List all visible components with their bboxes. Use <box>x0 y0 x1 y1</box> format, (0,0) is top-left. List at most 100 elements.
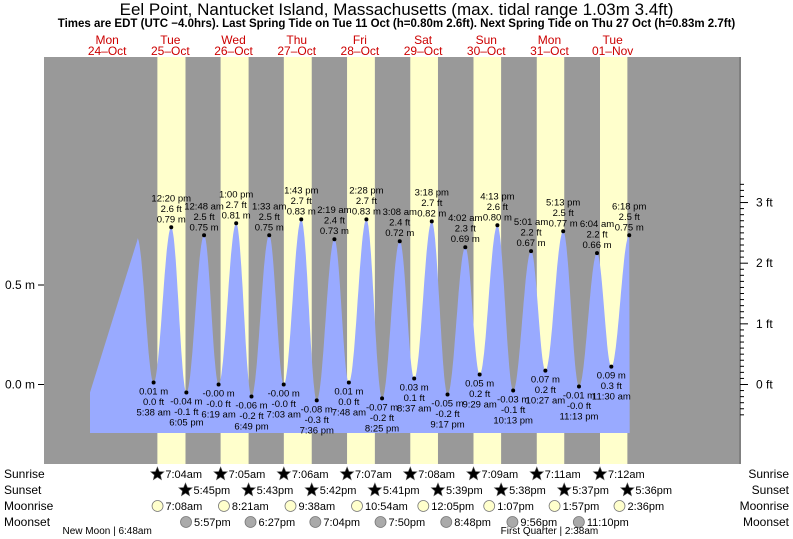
moonrise-icon <box>548 500 561 512</box>
tide-label: 0.75 m <box>255 222 284 233</box>
sunset-time: 5:36pm <box>635 485 672 497</box>
sunrise-icon <box>339 466 355 481</box>
day-name: Tue <box>603 33 624 47</box>
tide-label: 1:43 pm <box>284 185 318 196</box>
tide-label: 0.77 m <box>549 218 578 229</box>
chart-subtitle: Times are EDT (UTC −4.0hrs). Last Spring… <box>57 18 736 30</box>
tide-label: 5:38 am <box>136 408 170 419</box>
tide-label: -0.06 m <box>235 400 267 411</box>
moonrise-time: 1:57pm <box>563 501 600 513</box>
day-date: 31–Oct <box>530 44 569 58</box>
day-date: 01–Nov <box>592 44 633 58</box>
tide-label: -0.1 ft <box>174 407 199 418</box>
tide-point <box>332 237 337 242</box>
tide-label: 3:18 pm <box>415 187 449 198</box>
moonrise-icon <box>483 500 496 512</box>
tide-label: 2.5 ft <box>193 212 214 223</box>
chart-title: Eel Point, Nantucket Island, Massachuset… <box>119 0 674 19</box>
tide-label: -0.00 m <box>268 389 300 400</box>
day-name: Thu <box>286 33 307 47</box>
day-name: Mon <box>538 33 561 47</box>
tide-point <box>627 233 632 238</box>
tide-label: -0.2 ft <box>370 413 395 424</box>
sunrise-time: 7:05am <box>229 469 266 481</box>
tide-label: 2.6 ft <box>487 202 508 213</box>
tide-label: 2.4 ft <box>324 216 345 227</box>
tide-label: 2.5 ft <box>619 212 640 223</box>
tide-label: 0.1 ft <box>404 393 425 404</box>
tide-label: 6:49 pm <box>234 421 268 432</box>
sunrise-icon <box>213 466 229 481</box>
tide-label: 2.7 ft <box>356 196 377 207</box>
tide-point <box>529 249 534 254</box>
tide-label: 0.81 m <box>222 210 251 221</box>
row-label-right: Sunrise <box>748 467 789 481</box>
moonset-time: 7:50pm <box>389 517 426 529</box>
tide-label: 1:33 am <box>252 201 286 212</box>
sunrise-icon <box>529 466 545 481</box>
tide-label: 2:28 pm <box>349 185 383 196</box>
tide-point <box>477 372 482 377</box>
moonset-time: 5:57pm <box>194 517 231 529</box>
tide-label: -0.04 m <box>170 396 202 407</box>
tide-point <box>511 388 516 393</box>
day-date: 27–Oct <box>277 44 316 58</box>
tide-point <box>184 390 189 395</box>
tide-label: 0.67 m <box>517 238 546 249</box>
sunset-icon <box>367 482 383 497</box>
tide-point <box>202 233 207 238</box>
tide-label: 2.3 ft <box>455 224 476 235</box>
tide-label: 0.66 m <box>582 240 611 251</box>
tide-point <box>595 251 600 256</box>
sunset-time: 5:42pm <box>320 485 357 497</box>
tide-label: 0.3 ft <box>601 381 622 392</box>
tide-label: 6:05 pm <box>169 417 203 428</box>
sunset-icon <box>430 482 446 497</box>
moonrise-icon <box>151 500 164 512</box>
tide-label: -0.08 m <box>301 404 333 415</box>
moonrise-time: 1:07pm <box>497 501 534 513</box>
moonset-icon <box>180 516 192 528</box>
day-date: 30–Oct <box>467 44 506 58</box>
tide-label: 2.2 ft <box>586 230 607 241</box>
tide-label: -0.01 m <box>563 390 595 401</box>
moonrise-icon <box>613 500 626 512</box>
tide-label: 7:48 am <box>332 408 366 419</box>
tide-area <box>90 219 630 433</box>
tide-point <box>543 368 548 373</box>
tide-label: 0.75 m <box>615 222 644 233</box>
sunset-time: 5:43pm <box>257 485 294 497</box>
tide-label: 0.09 m <box>597 371 626 382</box>
moonrise-icon <box>284 500 297 512</box>
tide-label: 2.6 ft <box>161 204 182 215</box>
tide-label: 6:18 pm <box>612 201 646 212</box>
moonset-time: 6:27pm <box>259 517 296 529</box>
tide-label: 0.73 m <box>320 226 349 237</box>
tide-point <box>169 225 174 230</box>
tide-point <box>495 223 500 228</box>
day-name: Sat <box>414 33 433 47</box>
tide-label: 0.79 m <box>157 214 186 225</box>
tide-point <box>609 364 614 369</box>
tide-label: 5:13 pm <box>546 197 580 208</box>
right-axis-label: 3 ft <box>756 196 773 210</box>
moonset-icon <box>506 516 519 528</box>
tide-label: 2.5 ft <box>259 212 280 223</box>
tide-label: 0.0 ft <box>338 397 359 408</box>
tide-label: 12:48 am <box>184 201 224 212</box>
tide-label: -0.05 m <box>431 398 463 409</box>
tide-label: 9:17 pm <box>430 419 464 430</box>
tide-label: 0.69 m <box>451 234 480 245</box>
moonset-time: 8:48pm <box>454 517 491 529</box>
tide-label: 2.4 ft <box>389 218 410 229</box>
tide-point <box>561 229 566 234</box>
tide-label: 0.82 m <box>417 208 446 219</box>
sunrise-time: 7:04am <box>165 469 202 481</box>
day-date: 26–Oct <box>214 44 253 58</box>
tide-label: 0.0 ft <box>143 397 164 408</box>
tide-label: 2.7 ft <box>421 198 442 209</box>
sunset-icon <box>493 482 509 497</box>
row-label-right: Moonset <box>743 515 790 529</box>
tide-point <box>234 221 239 226</box>
